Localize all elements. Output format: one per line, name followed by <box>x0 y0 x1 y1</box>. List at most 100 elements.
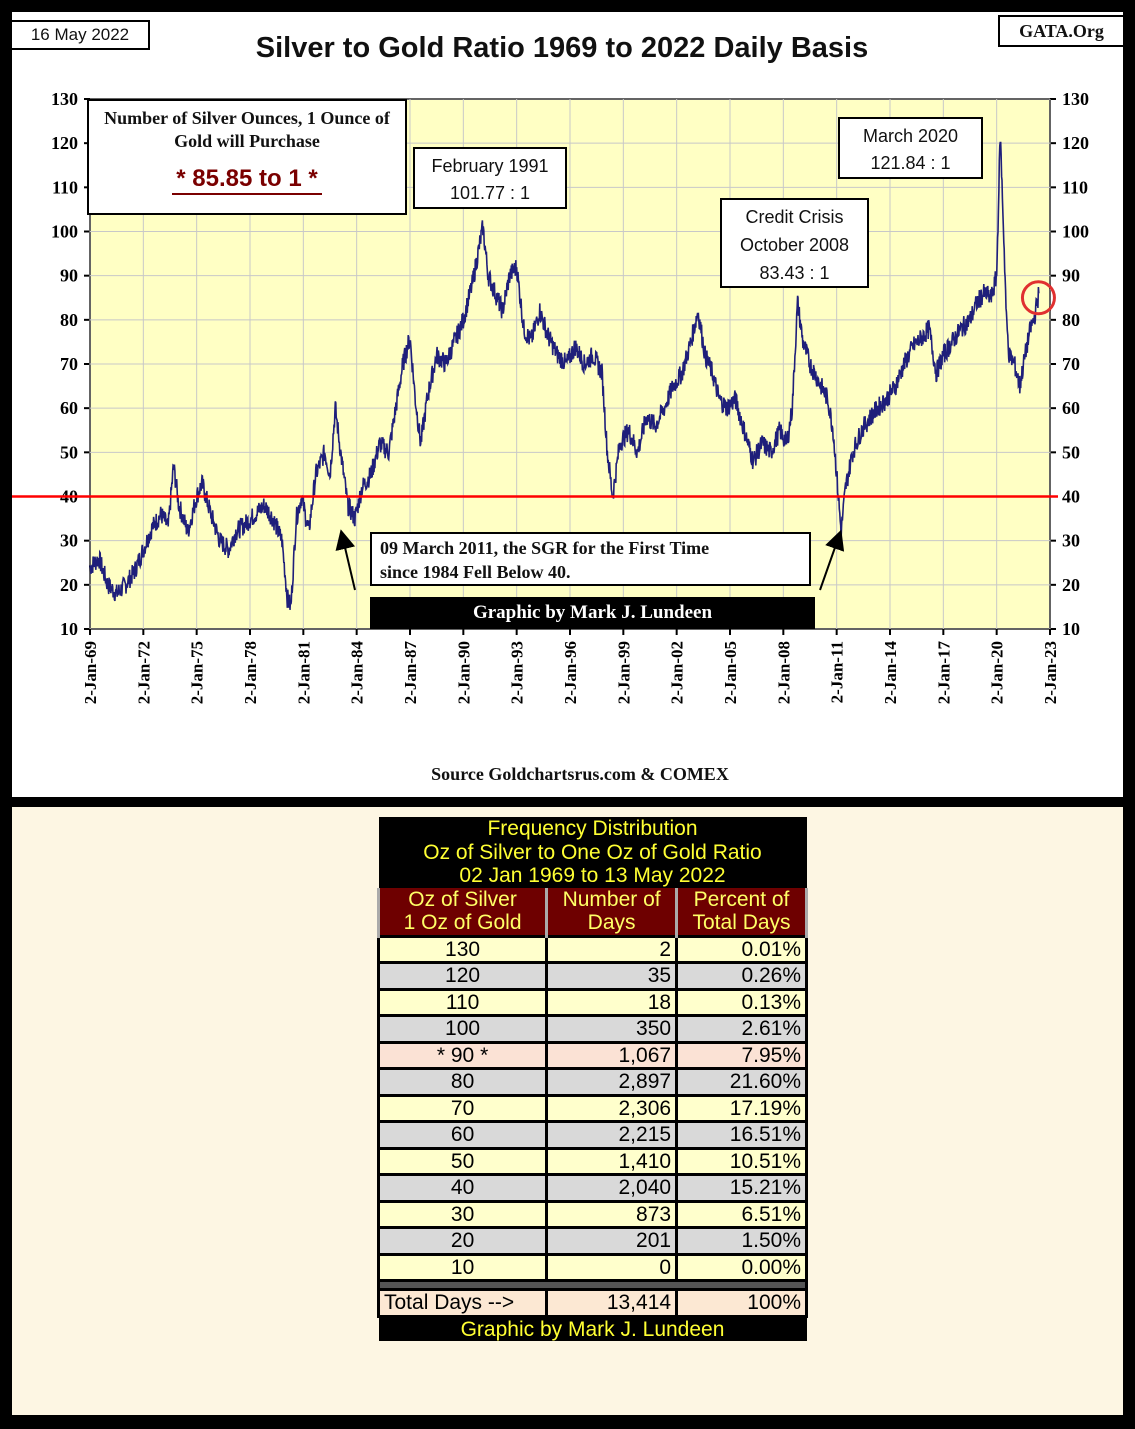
days-cell: 873 <box>545 1199 679 1229</box>
y-tick-label-right: 120 <box>1062 133 1089 153</box>
x-tick-label: 2-Jan-78 <box>241 641 260 704</box>
percent-cell: 21.60% <box>675 1067 808 1097</box>
march2011-callout: 09 March 2011, the SGR for the First Tim… <box>370 532 811 586</box>
x-tick-label: 2-Jan-96 <box>561 641 580 704</box>
y-tick-label-right: 110 <box>1062 177 1088 197</box>
x-tick-label: 2-Jan-08 <box>774 641 793 704</box>
table-row: 60 2,215 16.51% <box>376 1120 808 1150</box>
header-pct-1: Percent of <box>675 887 808 911</box>
percent-cell: 0.01% <box>675 934 808 964</box>
ratio-cell: 10 <box>376 1252 549 1282</box>
days-cell: 2,215 <box>545 1120 679 1150</box>
credit-crisis-date: October 2008 <box>739 235 850 255</box>
total-percent: 100% <box>675 1288 808 1318</box>
ratio-cell: 100 <box>376 1014 549 1044</box>
y-tick-label-left: 20 <box>60 575 78 595</box>
source-label: Source Goldchartsrus.com & COMEX <box>431 764 729 784</box>
y-tick-label-left: 130 <box>51 89 78 109</box>
x-tick-label: 2-Jan-23 <box>1041 641 1060 704</box>
days-cell: 2,040 <box>545 1173 679 1203</box>
total-label: Total Days --> <box>376 1288 549 1318</box>
mar2020-callout: March 2020 121.84 : 1 <box>838 117 983 179</box>
y-tick-label-right: 20 <box>1062 575 1080 595</box>
ratio-cell: 110 <box>376 987 549 1017</box>
table-row: 10 0 0.00% <box>376 1252 808 1282</box>
current-ratio-heading: Number of Silver Ounces, 1 Ounce of Gold… <box>104 108 390 151</box>
header-ratio-2: 1 Oz of Gold <box>376 911 549 936</box>
y-tick-label-left: 10 <box>60 619 78 639</box>
y-tick-label-left: 70 <box>60 354 78 374</box>
table-title-3: 02 Jan 1969 to 13 May 2022 <box>378 864 807 888</box>
date-label: 16 May 2022 <box>10 20 150 50</box>
march2011-line1: 09 March 2011, the SGR for the First Tim… <box>380 538 710 558</box>
ratio-cell: 70 <box>376 1093 549 1123</box>
x-tick-label: 2-Jan-87 <box>401 641 420 705</box>
chart-title: Silver to Gold Ratio 1969 to 2022 Daily … <box>255 32 869 64</box>
percent-cell: 15.21% <box>675 1173 808 1203</box>
x-tick-label: 2-Jan-17 <box>934 641 953 705</box>
x-tick-label: 2-Jan-93 <box>508 641 527 704</box>
y-tick-label-left: 60 <box>60 398 78 418</box>
ratio-cell: 50 <box>376 1146 549 1176</box>
table-row: * 90 * 1,067 7.95% <box>376 1040 808 1070</box>
separator <box>377 1279 808 1291</box>
percent-cell: 6.51% <box>675 1199 808 1229</box>
percent-cell: 0.00% <box>675 1252 808 1282</box>
credit-crisis-callout: Credit Crisis October 2008 83.43 : 1 <box>720 198 869 288</box>
y-tick-label-right: 100 <box>1062 222 1089 242</box>
table-row: 100 350 2.61% <box>376 1014 808 1044</box>
x-tick-label: 2-Jan-20 <box>988 641 1007 704</box>
current-ratio-value: * 85.85 to 1 * <box>172 165 322 195</box>
y-tick-label-left: 120 <box>51 133 78 153</box>
x-tick-label: 2-Jan-75 <box>188 641 207 704</box>
table-row: 120 35 0.26% <box>376 961 808 991</box>
arrow-1984-icon <box>335 529 356 591</box>
current-ratio-box: Number of Silver Ounces, 1 Ounce of Gold… <box>87 99 407 215</box>
x-tick-label: 2-Jan-05 <box>721 641 740 704</box>
y-tick-label-right: 50 <box>1062 442 1080 462</box>
y-tick-label-left: 110 <box>52 177 78 197</box>
y-tick-label-right: 10 <box>1062 619 1080 639</box>
x-tick-label: 2-Jan-72 <box>134 641 153 704</box>
credit-banner: Graphic by Mark J. Lundeen <box>370 597 815 629</box>
y-tick-label-right: 60 <box>1062 398 1080 418</box>
table-row: 70 2,306 17.19% <box>376 1093 808 1123</box>
days-cell: 2,306 <box>545 1093 679 1123</box>
ratio-cell: 20 <box>376 1226 549 1256</box>
table-row: 80 2,897 21.60% <box>376 1067 808 1097</box>
ratio-cell: * 90 * <box>376 1040 549 1070</box>
days-cell: 0 <box>545 1252 679 1282</box>
mar2020-value: 121.84 : 1 <box>870 153 951 173</box>
days-cell: 201 <box>545 1226 679 1256</box>
y-tick-label-left: 80 <box>60 310 78 330</box>
x-tick-label: 2-Jan-99 <box>614 641 633 704</box>
y-tick-label-left: 90 <box>60 266 78 286</box>
percent-cell: 1.50% <box>675 1226 808 1256</box>
table-row: 40 2,040 15.21% <box>376 1173 808 1203</box>
table-row: 30 873 6.51% <box>376 1199 808 1229</box>
credit-crisis-value: 83.43 : 1 <box>759 263 830 283</box>
days-cell: 1,410 <box>545 1146 679 1176</box>
days-cell: 18 <box>545 987 679 1017</box>
feb1991-label: February 1991 <box>431 156 549 176</box>
feb1991-callout: February 1991 101.77 : 1 <box>413 147 567 209</box>
y-tick-label-right: 130 <box>1062 89 1089 109</box>
percent-cell: 2.61% <box>675 1014 808 1044</box>
percent-cell: 7.95% <box>675 1040 808 1070</box>
mar2020-label: March 2020 <box>862 126 959 146</box>
y-tick-label-left: 30 <box>60 531 78 551</box>
table-footer: Graphic by Mark J. Lundeen <box>378 1316 807 1341</box>
y-tick-label-left: 100 <box>51 222 78 242</box>
x-tick-label: 2-Jan-14 <box>881 641 900 705</box>
table-row: 130 2 0.01% <box>376 934 808 964</box>
feb1991-value: 101.77 : 1 <box>449 183 531 203</box>
y-tick-label-right: 90 <box>1062 266 1080 286</box>
ratio-cell: 30 <box>376 1199 549 1229</box>
ratio-cell: 130 <box>376 934 549 964</box>
ratio-cell: 120 <box>376 961 549 991</box>
header-days-2: Days <box>545 911 679 936</box>
x-tick-label: 2-Jan-84 <box>348 641 367 705</box>
x-tick-label: 2-Jan-81 <box>294 641 313 704</box>
march2011-line2: since 1984 Fell Below 40. <box>380 562 571 582</box>
x-tick-label: 2-Jan-90 <box>454 641 473 704</box>
